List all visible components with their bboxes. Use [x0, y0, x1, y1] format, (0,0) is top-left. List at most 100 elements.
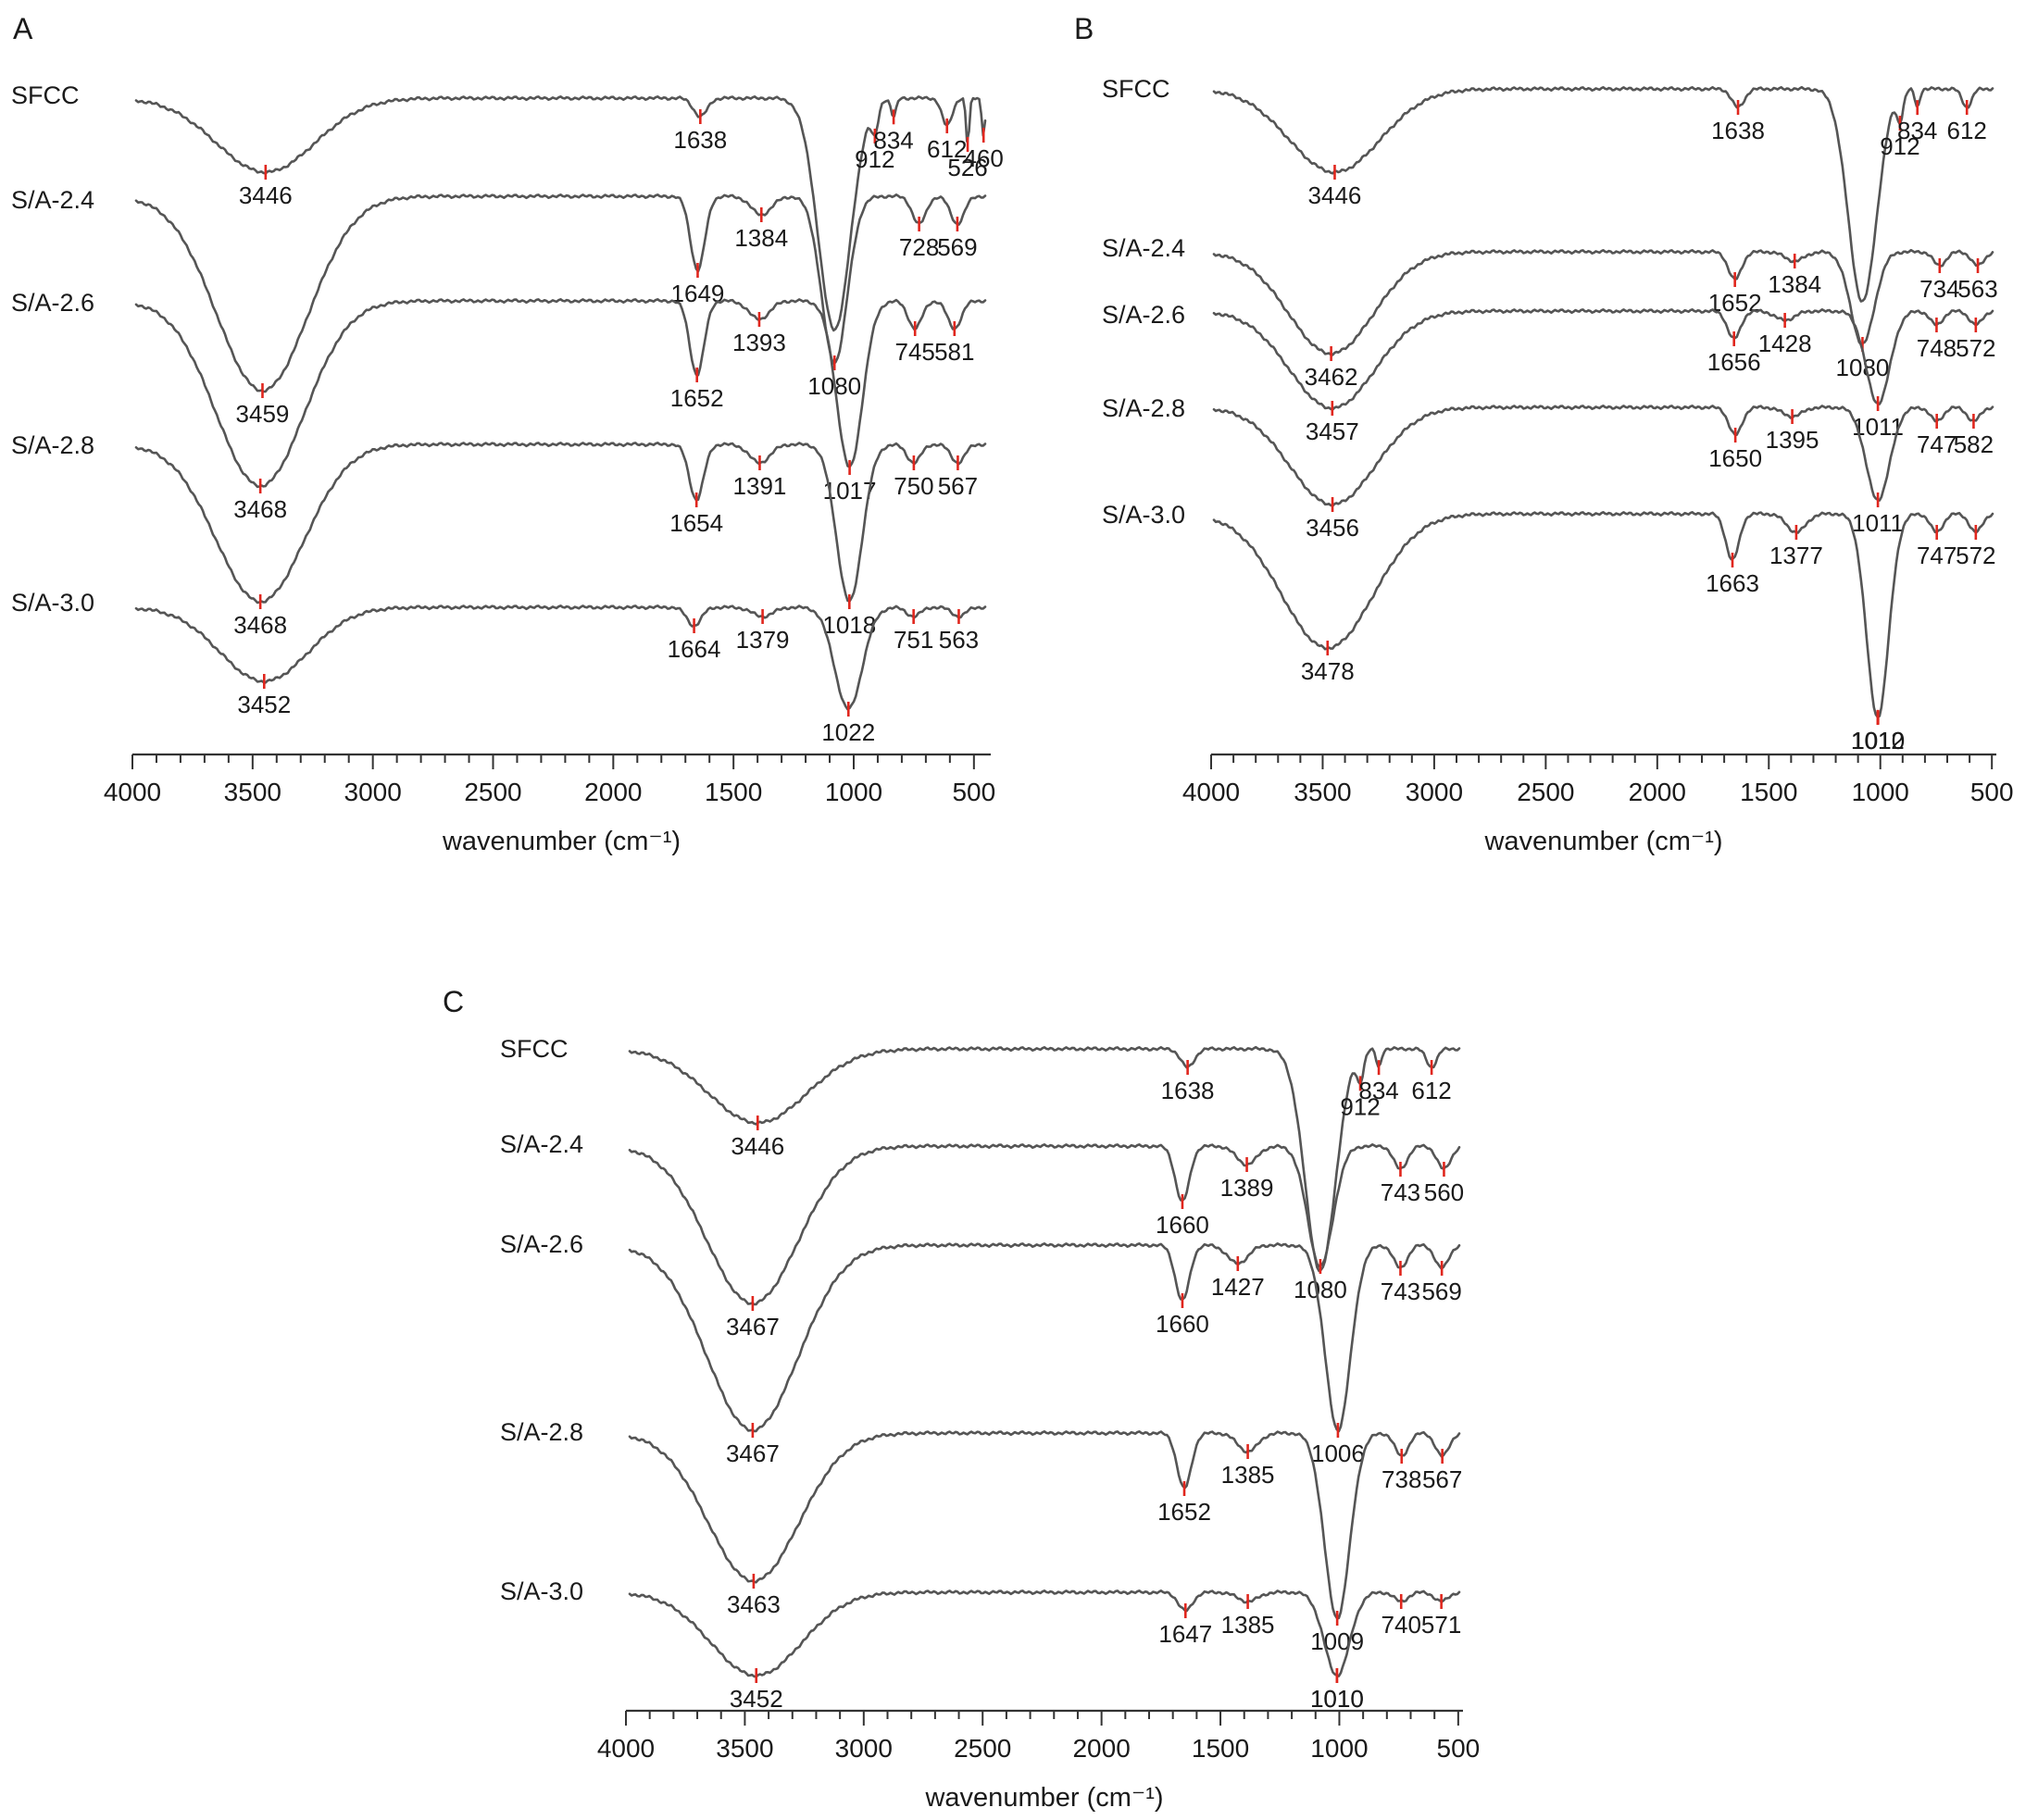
x-tick-label: 4000 [104, 778, 161, 806]
peak-label: 3468 [233, 611, 287, 639]
peak-label: 747 [1917, 430, 1957, 458]
spectrum-line [134, 605, 987, 711]
peak-label: 747 [1917, 542, 1957, 569]
peak-label: 728 [899, 233, 939, 261]
peak-label: 582 [1954, 430, 1994, 458]
x-tick-label: 2000 [1629, 778, 1686, 806]
peak-label: 834 [873, 126, 913, 154]
peak-label: 3463 [727, 1590, 781, 1618]
peak-label: 912 [1880, 132, 1919, 160]
x-tick-label: 500 [952, 778, 995, 806]
spectrum-line [1212, 308, 1994, 411]
spectrum-line [134, 442, 987, 605]
spectrum-line [628, 1589, 1461, 1678]
peak-label: 1656 [1707, 348, 1761, 376]
peak-label: 1384 [1768, 270, 1821, 298]
peak-label: 1010 [1310, 1685, 1364, 1713]
peak-label: 1009 [1310, 1627, 1364, 1655]
x-axis-label: wavenumber (cm⁻¹) [924, 1783, 1163, 1813]
peak-label: 3468 [233, 495, 287, 523]
x-tick-label: 1500 [1192, 1734, 1249, 1763]
series-s-a-2-8: S/A-2.8 3463 1652 1385 1009 738 567 [500, 1418, 1462, 1655]
peak-label: 581 [934, 338, 974, 366]
peak-label: 1664 [668, 635, 721, 663]
peak-label: 1638 [673, 126, 727, 154]
x-tick-label: 1000 [825, 778, 882, 806]
peak-label: 3459 [236, 400, 290, 428]
peak-label: 1395 [1766, 426, 1819, 454]
peak-label: 1379 [736, 626, 790, 654]
peak-label: 1080 [1836, 354, 1890, 381]
series-name-label: S/A-3.0 [11, 589, 94, 617]
peak-label: 1080 [1294, 1276, 1347, 1303]
series-name-label: S/A-2.8 [1102, 394, 1185, 422]
x-tick-label: 3000 [1406, 778, 1463, 806]
peak-label: 563 [939, 626, 979, 654]
peak-label: 1652 [1157, 1498, 1211, 1526]
peak-label: 1647 [1158, 1620, 1212, 1648]
peak-label: 3446 [731, 1132, 784, 1160]
x-tick-label: 4000 [597, 1734, 655, 1763]
peak-label: 569 [937, 233, 977, 261]
peak-label: 1385 [1221, 1461, 1275, 1489]
peak-label: 912 [855, 145, 894, 173]
x-tick-label: 3000 [835, 1734, 893, 1763]
panel-a: A 4000 3500 3000 2500 2000 1500 1000 500 wavenumb… [11, 12, 1004, 856]
peak-label: 1010 [1310, 1685, 1364, 1713]
panel-c: C 4000 3500 3000 2500 2000 1500 1000 500 wavenumb… [443, 985, 1480, 1813]
peak-label: 1652 [670, 384, 724, 412]
peak-label: 3467 [726, 1313, 780, 1340]
peak-label: 1663 [1706, 569, 1759, 597]
peak-label: 1654 [669, 509, 723, 537]
peak-label: 3456 [1306, 514, 1359, 542]
peak-label: 912 [1340, 1092, 1380, 1120]
peak-label: 3446 [239, 181, 293, 209]
x-tick-label: 4000 [1182, 778, 1240, 806]
peak-label: 740 [1382, 1611, 1421, 1639]
peak-label: 734 [1919, 275, 1959, 303]
peak-label: 1650 [1708, 444, 1762, 472]
x-tick-label: 1000 [1310, 1734, 1368, 1763]
x-tick-label: 1500 [705, 778, 762, 806]
series-name-label: S/A-2.4 [500, 1130, 583, 1158]
peak-label: 738 [1382, 1465, 1421, 1493]
peak-label: 1377 [1769, 542, 1823, 569]
peak-label: 834 [1358, 1077, 1398, 1104]
peak-label: 1638 [1711, 117, 1765, 144]
x-tick-label: 2500 [1517, 778, 1574, 806]
series-name-label: SFCC [11, 81, 80, 109]
peak-label: 1018 [822, 611, 876, 639]
series-name-label: S/A-2.6 [11, 289, 94, 317]
peak-label: 612 [927, 135, 967, 163]
x-axis-label: wavenumber (cm⁻¹) [442, 827, 681, 856]
series-name-label: S/A-2.4 [11, 186, 94, 214]
peak-label: 572 [1956, 542, 1995, 569]
peak-label: 1012 [1851, 727, 1905, 754]
peak-label: 1393 [732, 329, 786, 356]
panel-label: A [13, 12, 33, 45]
spectrum-line [628, 1430, 1461, 1620]
peak-label: 743 [1381, 1278, 1420, 1305]
spectrum-line [134, 95, 987, 332]
peak-label: 748 [1917, 334, 1957, 362]
peak-label: 526 [947, 154, 987, 181]
peak-label: 1384 [734, 224, 788, 252]
spectrum-line [628, 1242, 1461, 1433]
x-tick-label: 3500 [716, 1734, 773, 1763]
series-name-label: SFCC [500, 1035, 569, 1063]
peak-label: 3446 [1308, 181, 1362, 209]
panel-label: B [1074, 12, 1094, 45]
peak-label: 3462 [1305, 363, 1358, 391]
peak-label: 612 [1947, 117, 1987, 144]
peak-label: 1638 [1161, 1077, 1215, 1104]
x-tick-label: 1500 [1740, 778, 1797, 806]
peak-label: 1022 [821, 718, 875, 746]
peak-label: 3478 [1301, 657, 1355, 685]
spectrum-line [1212, 85, 1994, 303]
series-name-label: S/A-2.8 [11, 431, 94, 459]
